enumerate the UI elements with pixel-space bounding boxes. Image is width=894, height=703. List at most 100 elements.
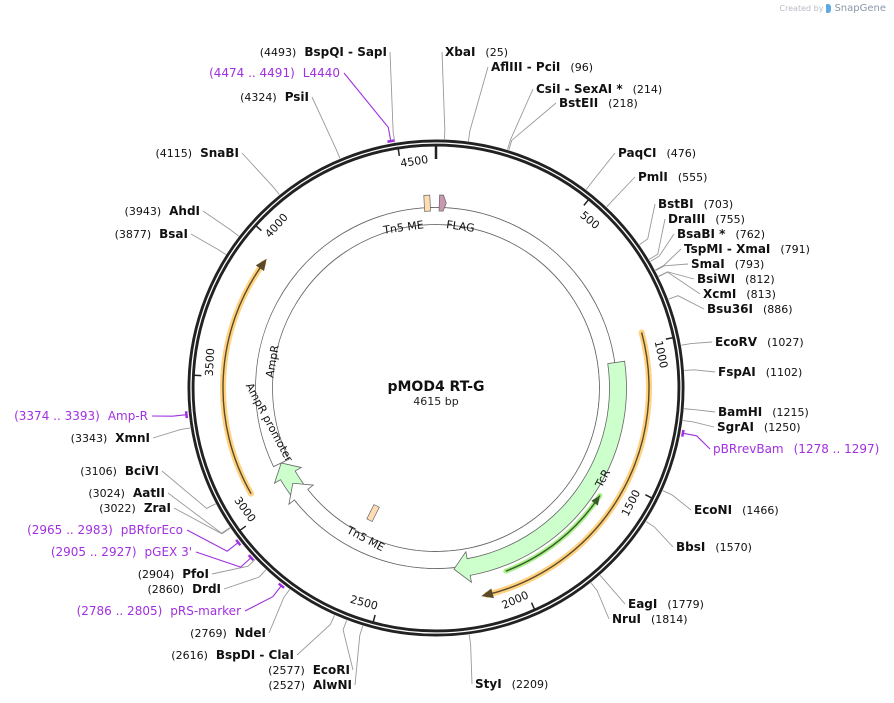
enzyme-name: BspDI - ClaI [216,648,294,662]
enzyme-position: (25) [485,46,508,59]
enzyme-leader-line [599,574,626,605]
enzyme-site-ecori[interactable]: (2577) EcoRI [268,663,350,677]
enzyme-leader-line [354,625,364,686]
primer-name: L4440 [303,66,340,80]
enzyme-position: (812) [745,273,775,286]
enzyme-site-econi[interactable]: EcoNI (1466) [694,503,779,517]
enzyme-leader-line [508,102,557,151]
enzyme-position: (96) [570,61,593,74]
enzyme-site-bamhi[interactable]: BamHI (1215) [718,405,809,419]
enzyme-position: (755) [715,213,745,226]
enzyme-position: (3343) [71,432,108,445]
enzyme-site-bsabi[interactable]: BsaBI * (762) [677,227,765,241]
enzyme-site-bspqi[interactable]: (4493) BspQI - SapI [260,45,387,59]
enzyme-site-pfoi[interactable]: (2904) PfoI [138,567,209,581]
primer-mark [681,429,685,437]
enzyme-leader-line [389,51,396,143]
primer-leader-line [683,432,711,450]
enzyme-site-eagi[interactable]: EagI (1779) [628,597,704,611]
enzyme-name: BspQI - SapI [304,45,387,59]
enzyme-leader-line [167,492,231,534]
orf-inner-arrowhead-icon [591,495,600,506]
enzyme-site-sgrai[interactable]: SgrAI (1250) [717,420,800,434]
enzyme-site-psii[interactable]: (4324) PsiI [240,90,309,104]
primer-name: pGEX 3' [145,545,192,559]
enzyme-site-bsai[interactable]: (3877) BsaI [115,227,188,241]
enzyme-position: (3022) [99,502,136,515]
tick-label-2500: 2500 [349,593,379,613]
enzyme-name: EcoRI [313,663,350,677]
enzyme-site-bsu36i[interactable]: Bsu36I (886) [707,302,793,316]
enzyme-position: (2527) [268,679,305,692]
orf-arrowhead-icon [481,588,494,599]
primer-pbrrevbam[interactable]: pBRrevBam (1278 .. 1297) [713,442,879,456]
primer-name: pRS-marker [170,604,241,618]
enzyme-site-xbai[interactable]: XbaI (25) [445,45,508,59]
enzyme-name: PfoI [182,567,209,581]
enzyme-site-bcivi[interactable]: (3106) BciVI [80,464,159,478]
enzyme-site-xcmi[interactable]: XcmI (813) [703,287,776,301]
enzyme-position: (1102) [766,366,803,379]
enzyme-name: XcmI [703,287,736,301]
enzyme-name: SgrAI [717,420,754,434]
enzyme-name: FspAI [718,365,756,379]
primer-mark [235,539,242,547]
enzyme-site-pmli[interactable]: PmlI (555) [638,170,707,184]
primer-sites: (4474 .. 4491) L4440 pBRrevBam (1278 .. 129… [14,66,879,618]
enzyme-site-afliii[interactable]: AflIII - PciI (96) [491,60,593,74]
enzyme-name: CsiI - SexAI * [536,82,623,96]
primer-range: (4474 .. 4491) [209,66,295,80]
enzyme-leader-line [606,176,636,208]
backbone-inner-gap [190,142,682,634]
enzyme-site-aatii[interactable]: (3024) AatII [88,486,165,500]
enzyme-site-bstbi[interactable]: BstBI (703) [658,197,733,211]
tn5-me-box [423,194,431,212]
enzyme-name: EcoNI [694,503,732,517]
enzyme-site-styi[interactable]: StyI (2209) [475,677,548,691]
enzyme-site-csii[interactable]: CsiI - SexAI * (214) [536,82,662,96]
primer-amp-r[interactable]: (3374 .. 3393) Amp-R [14,409,148,423]
tick-label-3500: 3500 [203,348,217,377]
enzyme-site-tspmi[interactable]: TspMI - XmaI (791) [684,242,810,256]
enzyme-site-zrai[interactable]: (3022) ZraI [99,501,171,515]
enzyme-site-smai[interactable]: SmaI (793) [691,257,764,271]
enzyme-site-ecorv[interactable]: EcoRV (1027) [715,335,804,349]
enzyme-site-draiii[interactable]: DraIII (755) [668,212,745,226]
primer-range: (1278 .. 1297) [794,442,880,456]
enzyme-site-bspdi[interactable]: (2616) BspDI - ClaI [171,648,294,662]
enzyme-leader-line [223,569,267,590]
primer-prs-marker[interactable]: (2786 .. 2805) pRS-marker [77,604,241,618]
primer-range: (3374 .. 3393) [14,409,100,423]
enzyme-site-drdi[interactable]: (2860) DrdI [147,582,221,596]
primer-mark [184,411,189,419]
enzyme-site-nrui[interactable]: NruI (1814) [612,612,688,626]
enzyme-site-bsteii[interactable]: BstEII (218) [559,96,638,110]
enzyme-name: BbsI [676,540,705,554]
enzyme-site-bsiwi[interactable]: BsiWI (812) [697,272,775,286]
tick-2500 [372,614,376,622]
feature-label: Tn5 ME [381,218,424,237]
primer-mark [247,554,255,562]
enzyme-name: NdeI [235,626,266,640]
enzyme-name: Bsu36I [707,302,753,316]
enzyme-name: BciVI [125,464,159,478]
enzyme-position: (2616) [171,649,208,662]
enzyme-name: AhdI [169,204,200,218]
enzyme-name: BamHI [718,405,762,419]
enzyme-site-ahdi[interactable]: (3943) AhdI [125,204,200,218]
enzyme-site-snabi[interactable]: (4115) SnaBI [156,146,239,160]
enzyme-site-xmni[interactable]: (3343) XmnI [71,431,150,445]
enzyme-site-paqci[interactable]: PaqCI (476) [618,146,696,160]
primer-mark [387,139,395,143]
enzyme-site-fspai[interactable]: FspAI (1102) [718,365,802,379]
primer-pbrforeco[interactable]: (2965 .. 2983) pBRforEco [27,523,183,537]
enzyme-site-ndei[interactable]: (2769) NdeI [190,626,266,640]
enzyme-position: (1814) [651,613,688,626]
enzyme-position: (1570) [715,541,752,554]
primer-l4440[interactable]: (4474 .. 4491) L4440 [209,66,340,80]
primer-pgex-3-[interactable]: (2905 .. 2927) pGEX 3' [51,545,192,559]
enzyme-site-bbsi[interactable]: BbsI (1570) [676,540,752,554]
enzyme-name: StyI [475,677,502,691]
enzyme-site-alwni[interactable]: (2527) AlwNI [268,678,352,692]
enzyme-name: BsaI [159,227,188,241]
